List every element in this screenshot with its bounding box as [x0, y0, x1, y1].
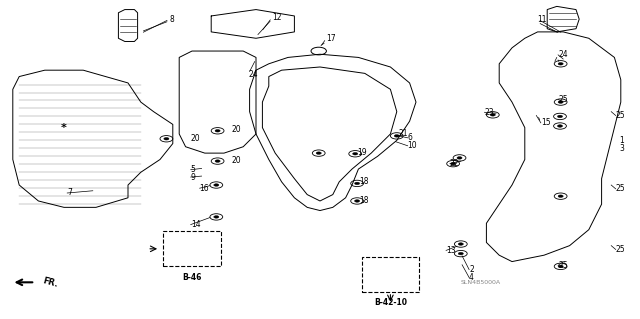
Text: 1: 1: [620, 136, 624, 145]
Text: 15: 15: [541, 118, 550, 127]
Text: 6: 6: [408, 133, 413, 142]
Text: FR.: FR.: [42, 276, 59, 289]
Text: 20: 20: [232, 125, 241, 134]
Text: 2: 2: [469, 265, 474, 274]
Text: 13: 13: [446, 246, 456, 255]
Text: 7: 7: [67, 189, 72, 197]
Text: 19: 19: [357, 148, 367, 157]
Text: 14: 14: [191, 220, 200, 229]
Circle shape: [558, 195, 563, 197]
Text: 22: 22: [450, 159, 460, 168]
Text: 24: 24: [558, 50, 568, 59]
Circle shape: [355, 182, 360, 185]
Circle shape: [451, 162, 456, 165]
Circle shape: [458, 252, 463, 255]
Circle shape: [458, 243, 463, 245]
Text: 25: 25: [558, 95, 568, 104]
Text: 12: 12: [272, 13, 282, 22]
Text: SLN4B5000A: SLN4B5000A: [461, 280, 501, 285]
Circle shape: [214, 184, 219, 186]
Text: 25: 25: [616, 184, 625, 193]
Circle shape: [490, 114, 495, 116]
Text: 18: 18: [360, 177, 369, 186]
Text: 3: 3: [620, 144, 625, 153]
Circle shape: [316, 152, 321, 154]
Circle shape: [558, 101, 563, 103]
Text: 24: 24: [248, 70, 258, 78]
Text: 25: 25: [558, 261, 568, 270]
Text: B-46: B-46: [182, 273, 202, 282]
Text: 23: 23: [484, 108, 494, 117]
Text: 10: 10: [408, 141, 417, 150]
Circle shape: [557, 125, 563, 127]
Text: 20: 20: [232, 156, 241, 165]
Text: 17: 17: [326, 34, 336, 43]
Text: B-42-10: B-42-10: [374, 298, 407, 307]
Circle shape: [164, 137, 169, 140]
Circle shape: [355, 200, 360, 202]
Circle shape: [215, 160, 220, 162]
Text: 5: 5: [191, 165, 196, 174]
Text: 18: 18: [360, 196, 369, 205]
Text: 8: 8: [170, 15, 174, 24]
Text: *: *: [61, 122, 67, 133]
Circle shape: [557, 115, 563, 118]
Circle shape: [558, 265, 563, 268]
Text: 11: 11: [538, 15, 547, 24]
Circle shape: [353, 152, 358, 155]
Text: 4: 4: [469, 273, 474, 282]
Text: 16: 16: [200, 184, 209, 193]
Text: 20: 20: [191, 134, 200, 143]
Text: 21: 21: [398, 129, 408, 137]
Circle shape: [558, 63, 563, 65]
Text: 9: 9: [191, 173, 196, 182]
Text: 25: 25: [616, 245, 625, 254]
Circle shape: [457, 157, 462, 159]
Circle shape: [214, 216, 219, 218]
Text: 25: 25: [616, 111, 625, 120]
Circle shape: [215, 130, 220, 132]
Circle shape: [394, 135, 399, 137]
